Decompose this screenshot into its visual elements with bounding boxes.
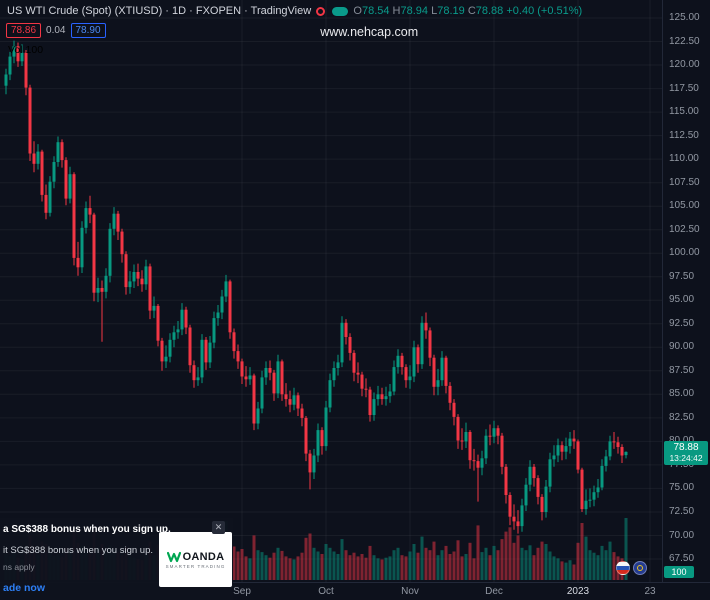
flag-icons: [616, 561, 647, 575]
change-value: +0.40 (+0.51%): [506, 5, 583, 17]
time-tick-label: Sep: [233, 586, 251, 597]
high-value: 78.94: [400, 5, 429, 17]
price-axis[interactable]: 78.88 13:24:42 100 125.00 122.50 120.00 117…: [662, 0, 710, 582]
price-tick-label: 120.00: [669, 59, 700, 70]
ad-subline: it SG$388 bonus when you sign up.: [3, 545, 153, 556]
price-tick-label: 105.00: [669, 200, 700, 212]
oanda-brand-text: OANDA: [182, 550, 225, 563]
flag-icon-left[interactable]: [616, 561, 630, 575]
price-tick-label: 82.50: [669, 411, 695, 423]
ask-badge[interactable]: 78.90: [70, 23, 106, 38]
time-tick-label: Nov: [401, 586, 419, 597]
bid-badge[interactable]: 78.86: [6, 23, 42, 38]
oanda-logo-icon: [166, 551, 181, 562]
volume-axis-badge: 100: [664, 566, 694, 578]
flag-icon-right[interactable]: [633, 561, 647, 575]
time-tick-label: 2023: [566, 586, 590, 597]
price-tick-label: 107.50: [669, 176, 700, 188]
price-tick-label: 72.50: [669, 506, 695, 517]
symbol-title: US WTI Crude (Spot) (XTIUSD) · 1D · FXOP…: [7, 5, 312, 17]
price-tick-label: 67.50: [669, 553, 695, 564]
price-tick-label: 90.00: [669, 341, 695, 353]
price-tick-label: 102.50: [669, 223, 700, 235]
oanda-card[interactable]: OANDA SMARTER TRADING: [159, 532, 232, 587]
symbol-legend: US WTI Crude (Spot) (XTIUSD) · 1D · FXOP…: [7, 5, 582, 17]
price-tick-label: 70.00: [669, 529, 695, 541]
bar-countdown: 13:24:42: [669, 452, 703, 463]
close-icon[interactable]: ✕: [212, 521, 225, 534]
price-tick-label: 97.50: [669, 270, 695, 282]
last-price-badge: 78.88 13:24:42: [664, 440, 708, 465]
high-label: H: [392, 5, 401, 17]
oanda-brand-subtext: SMARTER TRADING: [165, 563, 226, 569]
volume-label: Vol: [8, 44, 23, 56]
low-label: L: [431, 5, 438, 17]
ad-banner: ✕ a SG$388 bonus when you sign up. it SG…: [0, 518, 233, 600]
price-tick-label: 75.00: [669, 482, 695, 494]
last-price-value: 78.88: [673, 441, 699, 453]
spread-value: 0.04: [46, 25, 66, 36]
price-tick-label: 100.00: [669, 247, 700, 259]
watermark: www.nehcap.com: [320, 25, 419, 39]
price-tick-label: 85.00: [669, 388, 695, 400]
price-tick-label: 110.00: [669, 153, 699, 165]
price-tick-label: 117.50: [669, 82, 699, 94]
ad-terms: ns apply: [3, 562, 35, 572]
price-tick-label: 92.50: [669, 317, 695, 329]
green-pill-toggle-icon[interactable]: [332, 6, 349, 16]
time-tick-label: 23: [644, 586, 656, 597]
red-dot-toggle-icon[interactable]: [316, 6, 326, 16]
price-tick-label: 122.50: [669, 35, 700, 47]
close-value: 78.88: [475, 5, 504, 17]
price-tick-label: 112.50: [669, 129, 699, 141]
chart-canvas[interactable]: [0, 0, 662, 582]
close-label: C: [467, 5, 476, 17]
open-label: O: [353, 5, 362, 17]
volume-legend: Vol 100: [8, 44, 43, 56]
ad-trade-now-link[interactable]: ade now: [3, 582, 46, 594]
time-tick-label: Dec: [485, 586, 503, 597]
volume-value: 100: [25, 44, 44, 56]
open-value: 78.54: [361, 5, 390, 17]
price-tick-label: 95.00: [669, 294, 695, 306]
price-tick-label: 125.00: [669, 12, 700, 23]
price-tick-label: 87.50: [669, 364, 695, 376]
ad-headline: a SG$388 bonus when you sign up.: [3, 524, 171, 535]
low-value: 78.19: [437, 5, 465, 17]
price-tick-label: 115.00: [669, 106, 699, 118]
time-tick-label: Oct: [318, 586, 334, 597]
bid-ask-row: 78.86 0.04 78.90: [6, 23, 106, 38]
